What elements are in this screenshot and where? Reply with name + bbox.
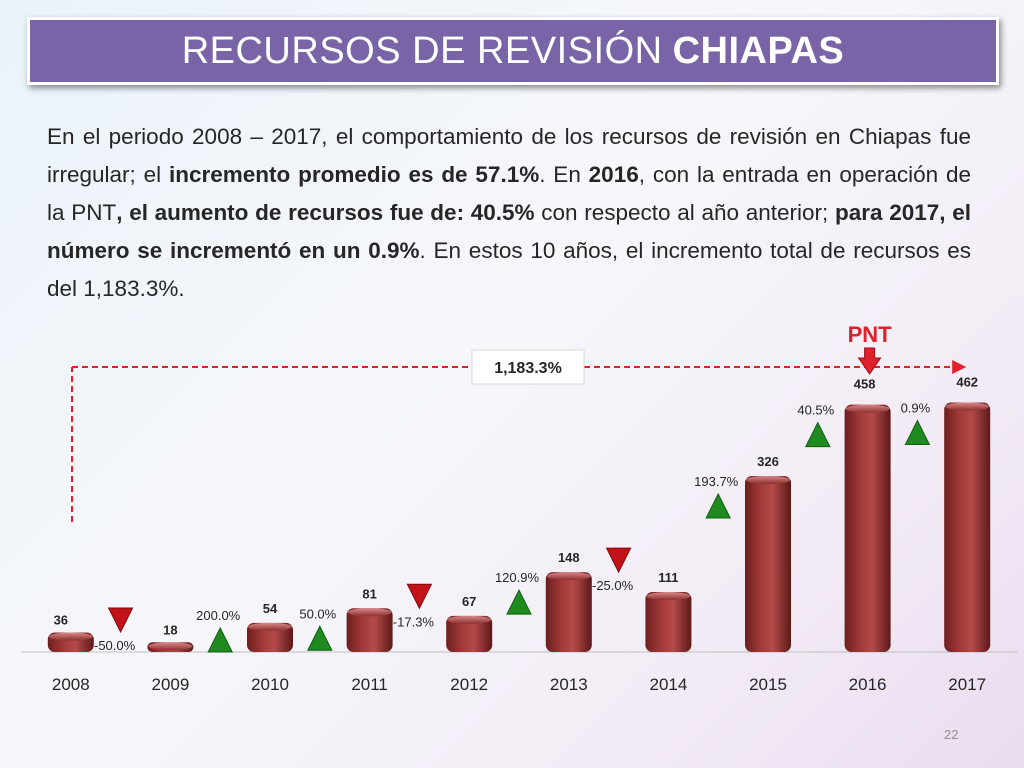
change-label: 0.9% (901, 401, 931, 416)
change-label: 200.0% (196, 608, 241, 623)
intro-text-1: En el periodo 2008 – 2017, el comportami… (47, 124, 971, 187)
down-arrow-icon (605, 547, 632, 574)
bar-body (645, 592, 692, 652)
data-label: 18 (163, 622, 177, 637)
slide-number: 22 (944, 727, 959, 742)
change-label: 120.9% (495, 570, 540, 585)
pnt-marker-label: PNT (848, 322, 893, 347)
tick-label: 2013 (550, 675, 588, 694)
bar (545, 572, 592, 652)
tick-label: 2015 (749, 675, 787, 694)
up-arrow-icon (705, 492, 732, 519)
bar (645, 592, 692, 652)
intro-bold-4: para 2017, el número se incrementó en un… (47, 200, 972, 263)
bar-cap (945, 402, 990, 411)
bar-body (944, 402, 991, 652)
bar-body (844, 404, 891, 652)
bar-cap (546, 572, 591, 581)
bar-body (745, 475, 791, 652)
bar (844, 404, 891, 652)
total-change-box (471, 349, 585, 385)
bar (147, 642, 194, 652)
data-label: 462 (956, 375, 978, 390)
down-arrow-icon (107, 607, 134, 634)
intro-text-3: , con la entrada en operación de la PNT (47, 162, 972, 225)
bar-body (545, 572, 592, 652)
intro-text-5: . En estos 10 años, el incremento total … (47, 238, 971, 301)
bar-cap (447, 615, 492, 624)
data-label: 326 (757, 454, 779, 469)
change-label: -17.3% (393, 614, 435, 629)
bar-cap (48, 632, 93, 641)
bar-cap (646, 592, 691, 601)
data-label: 458 (854, 377, 876, 392)
up-arrow-icon (306, 625, 333, 651)
data-label: 111 (658, 570, 678, 585)
bar (47, 632, 94, 652)
change-label: 40.5% (797, 403, 834, 418)
data-label: 148 (558, 550, 580, 565)
down-arrow-icon (406, 583, 433, 610)
up-arrow-icon (207, 626, 234, 653)
tick-label: 2016 (849, 675, 887, 694)
tick-label: 2008 (52, 675, 90, 694)
data-label: 36 (54, 613, 68, 628)
title-bold: CHIAPAS (672, 29, 845, 72)
bar-body (446, 615, 493, 652)
bar-cap (845, 404, 890, 413)
bar-cap (248, 622, 292, 631)
bar-body (346, 608, 393, 652)
bar (346, 608, 393, 652)
change-label: -50.0% (94, 638, 136, 653)
change-label: 193.7% (694, 474, 739, 489)
intro-bold-1: incremento promedio es de 57.1% (168, 162, 540, 187)
bar-cap (746, 475, 790, 484)
tick-label: 2011 (351, 675, 388, 694)
tick-label: 2010 (251, 675, 289, 694)
pnt-arrow-icon (857, 347, 882, 375)
bar-cap (148, 642, 193, 651)
tick-label: 2017 (948, 675, 986, 694)
intro-text-2: . En (539, 162, 589, 187)
bar (247, 622, 293, 652)
intro-text-4: con respecto al año anterior; (534, 200, 835, 225)
bar (446, 615, 493, 652)
tick-label: 2012 (450, 675, 488, 694)
slide-title: RECURSOS DE REVISIÓN CHIAPAS (27, 17, 999, 85)
intro-bold-2: 2016 (588, 162, 639, 187)
bar (944, 402, 991, 652)
up-arrow-icon (506, 588, 532, 615)
bar (745, 475, 791, 652)
intro-bold-3: , el aumento de recursos fue de: 40.5% (116, 200, 535, 225)
title-main: RECURSOS DE REVISIÓN (181, 29, 663, 72)
data-label: 54 (263, 601, 278, 616)
total-change-label: 1,183.3% (494, 360, 562, 377)
tick-label: 2014 (649, 675, 687, 694)
change-label: -25.0% (592, 578, 634, 593)
up-arrow-icon (904, 419, 931, 446)
change-label: 50.0% (299, 606, 336, 621)
arrowhead-icon (952, 360, 967, 374)
data-label: 81 (362, 586, 376, 601)
up-arrow-icon (804, 421, 831, 448)
tick-label: 2009 (151, 675, 189, 694)
bar-cap (347, 608, 392, 617)
intro-paragraph: En el periodo 2008 – 2017, el comportami… (47, 118, 971, 308)
data-label: 67 (462, 594, 476, 609)
